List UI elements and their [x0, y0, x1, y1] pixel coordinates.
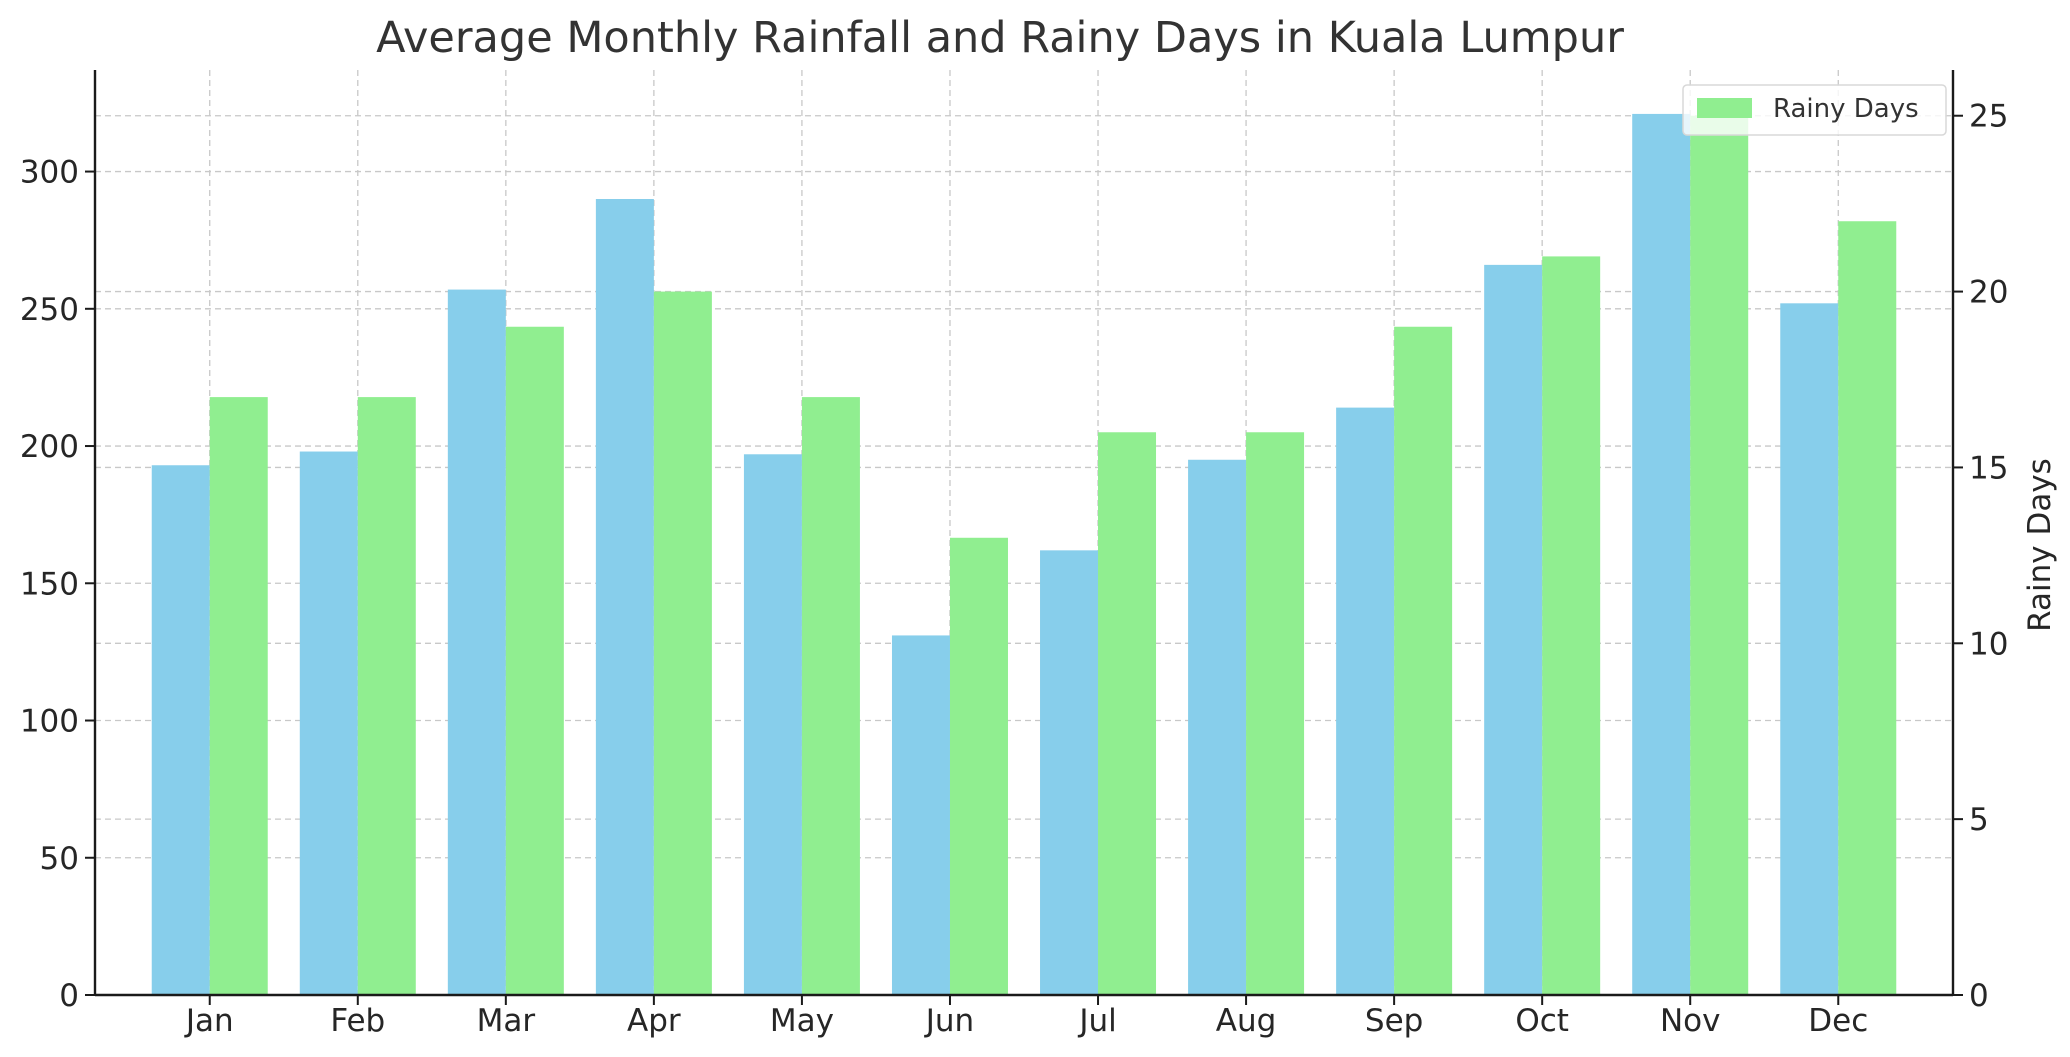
- x-tick-label-feb: Feb: [330, 1003, 385, 1039]
- x-tick-label-oct: Oct: [1515, 1003, 1569, 1039]
- bar-rainfall-aug: [1188, 459, 1247, 996]
- bar-rainfall-jan: [151, 465, 210, 996]
- legend-label-rainy-days: Rainy Days: [1773, 94, 1919, 124]
- bar-rainy-days-may: [801, 397, 860, 995]
- legend-frame: [1682, 84, 1947, 136]
- x-tick-label-aug: Aug: [1216, 1003, 1277, 1039]
- x-tick-label-sep: Sep: [1365, 1003, 1423, 1039]
- left-tick-label-100: 100: [20, 704, 79, 740]
- bar-rainy-days-mar: [505, 326, 564, 996]
- x-tick-label-jun: Jun: [924, 1003, 974, 1039]
- left-tick-label-300: 300: [20, 155, 79, 191]
- bar-rainfall-oct: [1484, 264, 1543, 995]
- left-tick-label-200: 200: [20, 429, 79, 465]
- right-tick-label-20: 20: [1969, 275, 2008, 311]
- bar-rainfall-sep: [1336, 407, 1395, 995]
- bars-group: [151, 113, 1897, 996]
- bar-rainy-days-jul: [1098, 432, 1157, 996]
- bar-rainfall-feb: [299, 451, 358, 995]
- bar-rainy-days-oct: [1542, 256, 1601, 995]
- bar-rainy-days-nov: [1690, 115, 1749, 996]
- x-tick-label-mar: Mar: [477, 1003, 536, 1039]
- left-tick-label-0: 0: [59, 978, 79, 1014]
- left-tick-label-150: 150: [20, 566, 79, 602]
- x-tick-label-apr: Apr: [627, 1003, 681, 1039]
- right-tick-label-0: 0: [1969, 978, 1989, 1014]
- bar-rainfall-jun: [891, 635, 950, 995]
- bar-rainfall-may: [743, 454, 802, 995]
- left-tick-label-50: 50: [40, 841, 79, 877]
- right-tick-label-10: 10: [1969, 626, 2008, 662]
- right-axis-title: Rainy Days: [2022, 458, 2058, 632]
- right-tick-label-5: 5: [1969, 802, 1989, 838]
- bar-rainy-days-jun: [949, 537, 1008, 995]
- bar-rainy-days-apr: [653, 291, 712, 995]
- bar-rainfall-apr: [595, 199, 654, 996]
- legend-swatch-rainy-days: [1697, 98, 1752, 118]
- x-tick-label-nov: Nov: [1660, 1003, 1721, 1039]
- legend: Rainy Days: [1682, 84, 1947, 136]
- bar-rainy-days-aug: [1246, 432, 1305, 996]
- bar-rainfall-jul: [1040, 550, 1099, 995]
- bar-rainy-days-feb: [357, 397, 416, 995]
- bar-rainfall-dec: [1780, 303, 1839, 995]
- x-tick-label-dec: Dec: [1808, 1003, 1868, 1039]
- left-tick-label-250: 250: [20, 292, 79, 328]
- bar-rainfall-mar: [447, 289, 506, 995]
- chart-title: Average Monthly Rainfall and Rainy Days …: [376, 13, 1624, 63]
- bar-rainfall-nov: [1632, 113, 1691, 995]
- right-tick-label-25: 25: [1969, 99, 2008, 135]
- x-tick-label-may: May: [770, 1003, 834, 1039]
- x-tick-label-jul: Jul: [1077, 1003, 1116, 1039]
- axes-group: 0 50 100 150 200 250 300 0 5 10 15 20 25 Jan Feb Mar Apr…: [20, 70, 2008, 1039]
- bar-rainy-days-sep: [1394, 326, 1453, 996]
- right-tick-label-15: 15: [1969, 450, 2008, 486]
- x-tick-label-jan: Jan: [184, 1003, 234, 1039]
- bar-rainy-days-jan: [209, 397, 268, 995]
- bar-rainy-days-dec: [1838, 221, 1897, 996]
